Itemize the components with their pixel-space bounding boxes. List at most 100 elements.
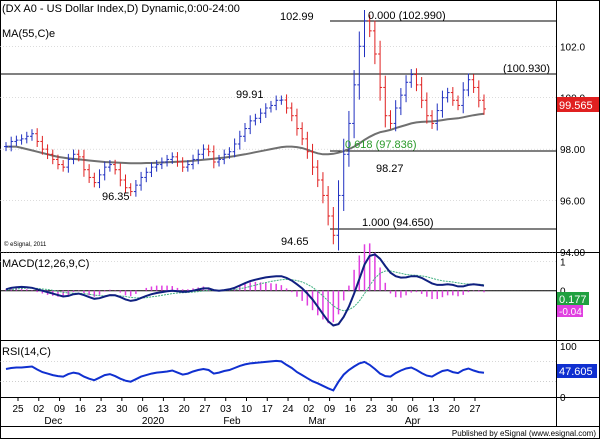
price-bar [424,92,429,124]
price-bar [76,149,81,162]
macd-label: MACD(12,26,9,C) [2,258,89,270]
price-bar [61,160,66,172]
x-tick-label: 09 [54,404,66,415]
macd-tick-label: 1 [560,258,566,269]
price-bar [232,138,237,158]
price-bar [398,88,403,116]
price-bar [154,160,159,172]
fibonacci-lines [0,20,556,230]
low-label: 94.65 [281,236,309,248]
price-bar [175,152,180,167]
price-bar [367,14,372,38]
price-bar [430,110,435,129]
level-100930-label: (100.930) [503,63,550,75]
price-bars [4,9,486,251]
price-bar [471,74,476,93]
price-bar [393,100,398,132]
price-bar [289,102,294,122]
price-bar [206,144,211,157]
price-bar [331,207,336,245]
price-bar [191,154,196,170]
price-bar [378,40,383,101]
price-bar [320,172,325,204]
price-bar [243,123,247,142]
price-bar [133,180,138,197]
macd-value: 0.177 [559,294,587,306]
x-tick-label: 24 [282,404,294,415]
x-tick-label: 09 [324,404,336,415]
x-tick-label: 02 [33,404,45,415]
x-tick-label: 13 [158,404,170,415]
price-tick-label: 98.00 [560,145,585,156]
x-tick-label: 30 [116,404,128,415]
price-bar [383,75,388,128]
x-group-label: Dec [44,416,62,427]
rsi-label: RSI(14,C) [2,346,51,358]
price-bar [14,135,19,146]
x-tick-label: 27 [469,404,481,415]
price-bar [476,80,481,108]
price-bar [35,128,40,147]
fib-100-label: 1.000 (94.650) [362,217,434,229]
ma-label: MA(55,C)e [2,28,55,40]
rsi-y-axis: 100 0 [560,342,577,404]
footer-credit: Published by eSignal (www.esignal.com) [452,429,596,438]
price-bar [139,171,144,191]
chart-title: (DX A0 - US Dollar Index,D) Dynamic,0:00… [2,3,240,15]
price-bar [315,160,320,188]
price-bar [159,157,164,170]
price-bar [45,144,50,160]
price-bar [279,95,284,105]
x-tick-label: 23 [96,404,108,415]
x-tick-label: 03 [220,404,232,415]
ma-55-line [6,112,485,165]
price-bar [336,180,341,251]
x-group-label: 2020 [142,416,165,427]
x-tick-label: 02 [303,404,315,415]
price-bar [102,161,107,181]
price-bar [149,162,154,178]
price-bar [263,103,268,118]
price-bar [258,108,263,124]
price-bar [185,160,190,172]
price-bar [253,113,258,126]
x-tick-label: 06 [137,404,149,415]
price-bar [123,174,128,194]
price-bar [341,138,346,211]
price-bar [97,169,102,189]
copyright-label: © eSignal, 2011 [4,241,47,248]
x-tick-label: 20 [449,404,461,415]
price-bar [440,90,445,118]
price-bar [196,149,201,165]
price-gridlines [0,45,556,253]
price-bar [29,129,34,141]
x-tick-label: 25 [12,404,24,415]
x-group-label: Feb [223,416,241,427]
price-bar [211,145,216,169]
label-96-35: 96.35 [102,191,130,203]
price-bar [372,20,377,65]
price-bar [450,87,455,106]
price-bar [87,164,92,183]
x-tick-label: 17 [262,404,274,415]
price-bar [445,87,450,103]
price-bar [222,149,227,165]
price-bar [248,115,253,135]
price-bar [40,135,45,155]
price-bar [237,130,242,150]
x-tick-label: 27 [199,404,211,415]
macd-y-axis: 10 [560,258,566,298]
macd-panel: 10 MACD(12,26,9,C) 0.177 -0.04 [0,243,589,327]
price-bar [180,157,185,172]
rsi-panel: 100 0 RSI(14,C) 47.605 [0,342,597,404]
macd-line [5,253,485,327]
price-bar [435,103,440,131]
price-bar [326,186,331,226]
price-bar [409,69,414,88]
price-bar [294,108,299,136]
price-bar [144,167,149,183]
price-bar [388,110,393,129]
